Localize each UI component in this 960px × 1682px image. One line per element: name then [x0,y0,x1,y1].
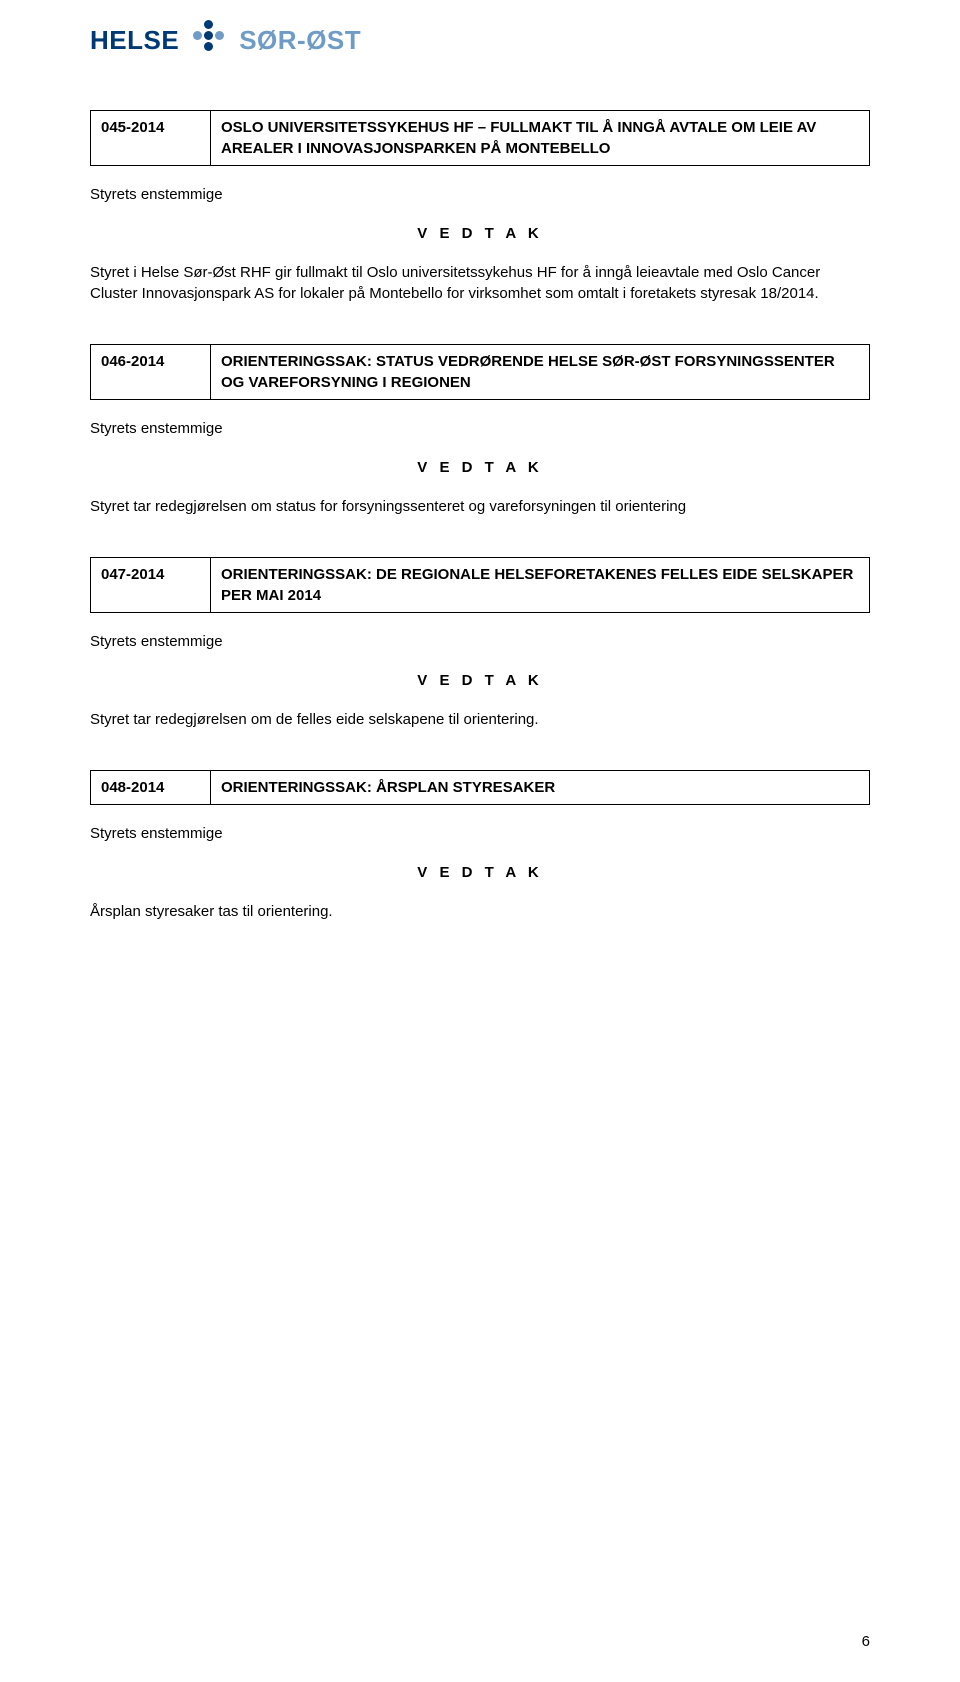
styrets-label: Styrets enstemmige [90,823,870,844]
vedtak-heading: V E D T A K [90,670,870,691]
logo-helse-text: HELSE [90,22,179,58]
styrets-label: Styrets enstemmige [90,418,870,439]
styrets-label: Styrets enstemmige [90,184,870,205]
table-row: 047-2014 ORIENTERINGSSAK: DE REGIONALE H… [91,558,870,613]
case-045-body: Styret i Helse Sør-Øst RHF gir fullmakt … [90,262,870,304]
case-number: 046-2014 [91,345,211,400]
case-048-table: 048-2014 ORIENTERINGSSAK: ÅRSPLAN STYRES… [90,770,870,805]
logo: HELSE SØR-ØST [90,20,870,60]
case-046-table: 046-2014 ORIENTERINGSSAK: STATUS VEDRØRE… [90,344,870,400]
vedtak-heading: V E D T A K [90,457,870,478]
case-048-body: Årsplan styresaker tas til orientering. [90,901,870,922]
vedtak-heading: V E D T A K [90,223,870,244]
case-number: 048-2014 [91,771,211,805]
table-row: 046-2014 ORIENTERINGSSAK: STATUS VEDRØRE… [91,345,870,400]
case-045-table: 045-2014 OSLO UNIVERSITETSSYKEHUS HF – F… [90,110,870,166]
page-number: 6 [862,1631,870,1652]
case-number: 045-2014 [91,111,211,166]
case-title: OSLO UNIVERSITETSSYKEHUS HF – FULLMAKT T… [211,111,870,166]
case-046-body: Styret tar redegjørelsen om status for f… [90,496,870,517]
case-title: ORIENTERINGSSAK: STATUS VEDRØRENDE HELSE… [211,345,870,400]
vedtak-heading: V E D T A K [90,862,870,883]
table-row: 045-2014 OSLO UNIVERSITETSSYKEHUS HF – F… [91,111,870,166]
document-page: HELSE SØR-ØST 045-2014 OSLO UNIVERSITETS… [0,0,960,1682]
styrets-label: Styrets enstemmige [90,631,870,652]
table-row: 048-2014 ORIENTERINGSSAK: ÅRSPLAN STYRES… [91,771,870,805]
case-title: ORIENTERINGSSAK: DE REGIONALE HELSEFORET… [211,558,870,613]
case-047-body: Styret tar redegjørelsen om de felles ei… [90,709,870,730]
logo-sorost-text: SØR-ØST [239,22,361,58]
case-047-table: 047-2014 ORIENTERINGSSAK: DE REGIONALE H… [90,557,870,613]
logo-dots-icon [189,20,229,60]
case-number: 047-2014 [91,558,211,613]
case-title: ORIENTERINGSSAK: ÅRSPLAN STYRESAKER [211,771,870,805]
